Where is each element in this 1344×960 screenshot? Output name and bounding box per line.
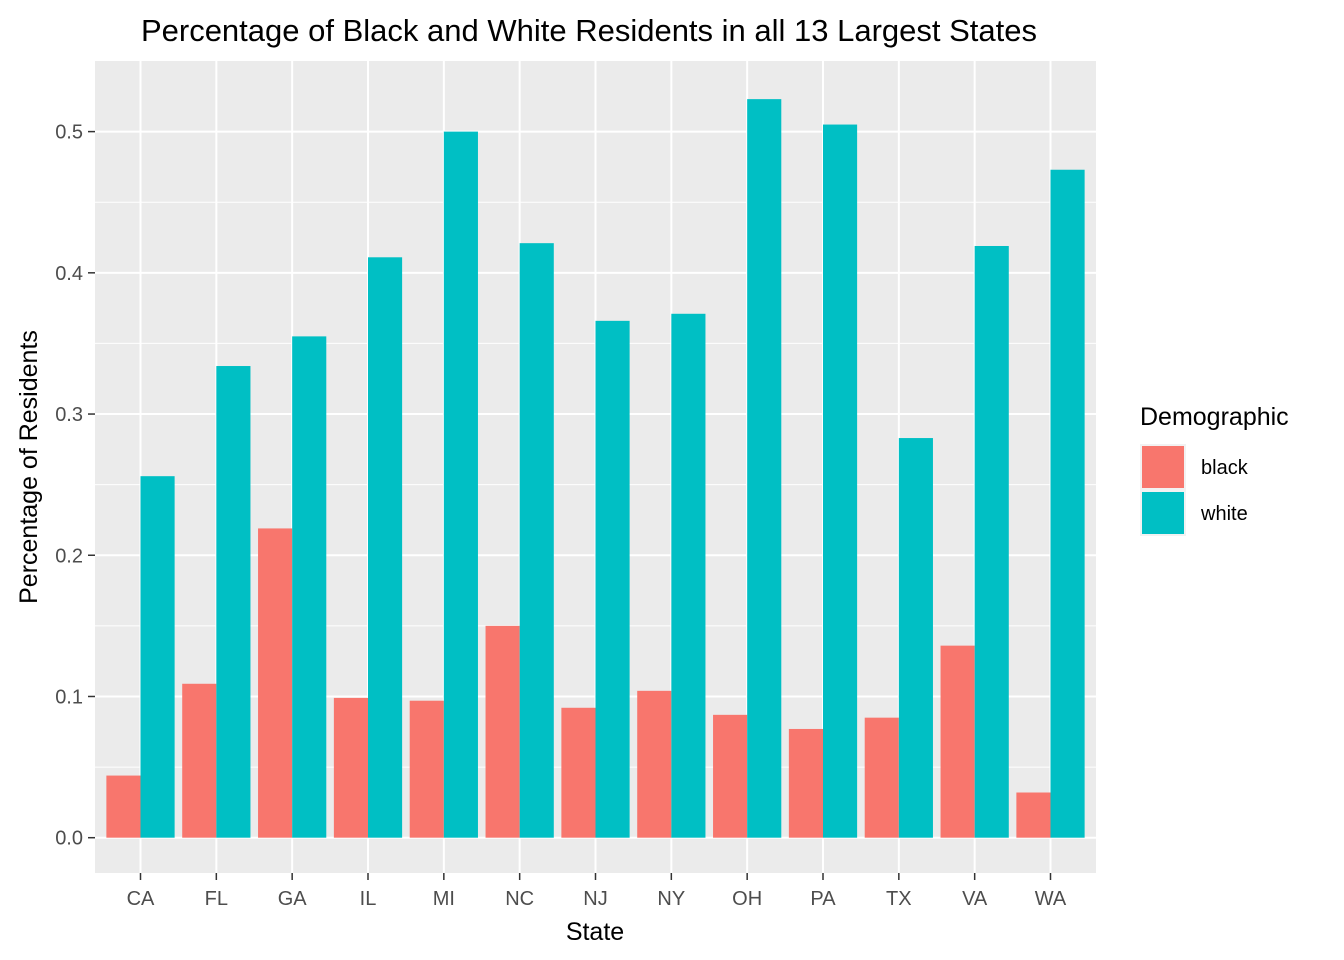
- bar-black-ga: [258, 528, 293, 838]
- bar-white-nj: [595, 320, 630, 838]
- bar-white-ga: [292, 336, 327, 838]
- legend: Demographic black white: [1140, 403, 1289, 536]
- bar-black-nj: [561, 707, 596, 838]
- x-tick-label-mi: MI: [433, 888, 455, 910]
- y-tick-label: 0.5: [55, 122, 83, 144]
- legend-key-white: [1142, 492, 1184, 534]
- bar-white-pa: [823, 124, 858, 838]
- x-axis: CA FL GA IL MI NC NJ NY OH PA TX VA WA: [127, 873, 1067, 910]
- bar-black-il: [333, 697, 368, 838]
- x-tick-label-ca: CA: [127, 888, 155, 910]
- bar-white-wa: [1050, 169, 1085, 838]
- bar-white-il: [368, 257, 403, 838]
- bar-white-mi: [443, 131, 478, 838]
- bar-black-ny: [637, 690, 672, 838]
- x-tick-label-va: VA: [962, 888, 988, 910]
- y-tick-label: 0.0: [55, 828, 83, 850]
- x-tick-label-pa: PA: [810, 888, 836, 910]
- x-tick-label-ga: GA: [278, 888, 308, 910]
- y-tick-label: 0.1: [55, 686, 83, 708]
- bar-black-oh: [713, 714, 748, 838]
- chart-title: Percentage of Black and White Residents …: [141, 13, 1037, 48]
- bar-black-nc: [485, 625, 520, 838]
- y-axis-title: Percentage of Residents: [15, 330, 43, 604]
- x-tick-label-nj: NJ: [583, 888, 607, 910]
- legend-key-black: [1142, 446, 1184, 488]
- bar-white-oh: [747, 99, 782, 838]
- x-tick-label-il: IL: [360, 888, 377, 910]
- bar-white-fl: [216, 366, 251, 838]
- bar-white-va: [974, 245, 1009, 838]
- x-tick-label-nc: NC: [505, 888, 534, 910]
- x-tick-label-tx: TX: [886, 888, 912, 910]
- legend-title: Demographic: [1140, 403, 1289, 431]
- bar-white-ny: [671, 313, 706, 838]
- bar-white-ca: [140, 476, 175, 838]
- x-tick-label-wa: WA: [1035, 888, 1067, 910]
- legend-label-white: white: [1200, 503, 1248, 525]
- bar-black-tx: [864, 717, 899, 838]
- x-tick-label-fl: FL: [205, 888, 228, 910]
- x-tick-label-oh: OH: [732, 888, 762, 910]
- y-axis: 0.0 0.1 0.2 0.3 0.4 0.5: [55, 122, 95, 850]
- bar-black-ca: [106, 775, 141, 838]
- bar-black-va: [940, 645, 975, 838]
- bar-black-mi: [409, 700, 444, 838]
- bar-black-pa: [788, 728, 823, 838]
- bar-white-tx: [898, 438, 933, 838]
- x-axis-title: State: [566, 918, 624, 946]
- legend-label-black: black: [1201, 457, 1249, 479]
- bar-black-wa: [1016, 792, 1051, 838]
- bars: [106, 99, 1085, 838]
- x-tick-label-ny: NY: [657, 888, 685, 910]
- bar-black-fl: [182, 683, 217, 838]
- y-tick-label: 0.3: [55, 404, 83, 426]
- y-tick-label: 0.4: [55, 263, 83, 285]
- y-tick-label: 0.2: [55, 545, 83, 567]
- bar-white-nc: [519, 243, 554, 838]
